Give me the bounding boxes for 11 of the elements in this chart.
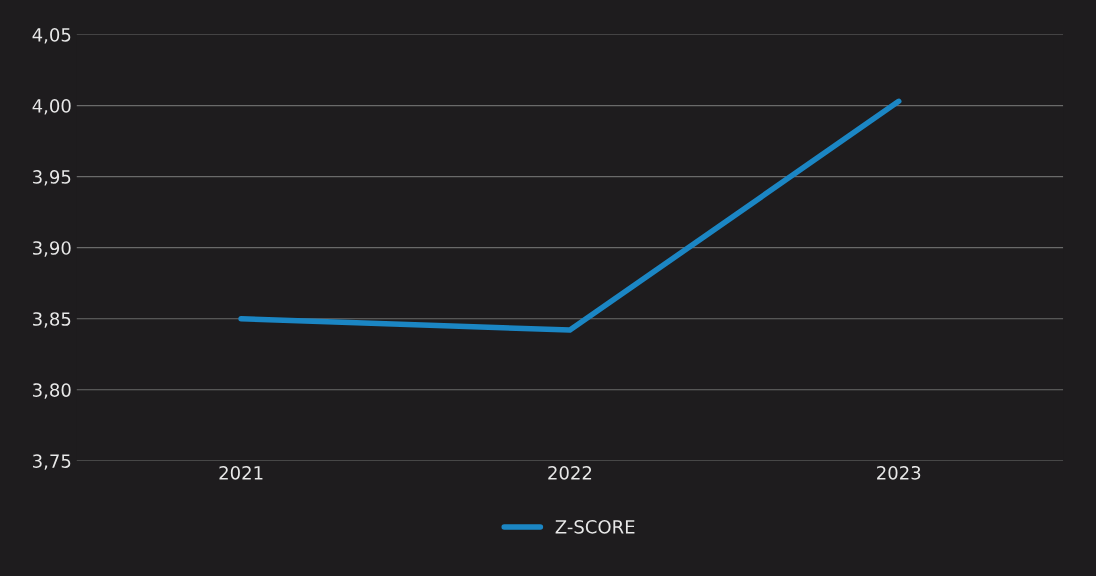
y-tick-label: 3,95 xyxy=(33,170,71,186)
x-tick-label: 2023 xyxy=(877,465,921,480)
y-tick-label: 4,00 xyxy=(32,99,71,115)
y-tick-label: 3,90 xyxy=(33,241,71,257)
y-tick-label: 4,05 xyxy=(32,28,71,44)
legend-label: Z-SCORE xyxy=(555,519,635,534)
y-tick-label: 3,80 xyxy=(33,383,71,399)
x-tick-label: 2021 xyxy=(219,465,263,480)
x-tick-label: 2022 xyxy=(548,465,592,480)
y-tick-label: 3,85 xyxy=(33,312,71,328)
y-tick-label: 3,75 xyxy=(33,454,71,470)
